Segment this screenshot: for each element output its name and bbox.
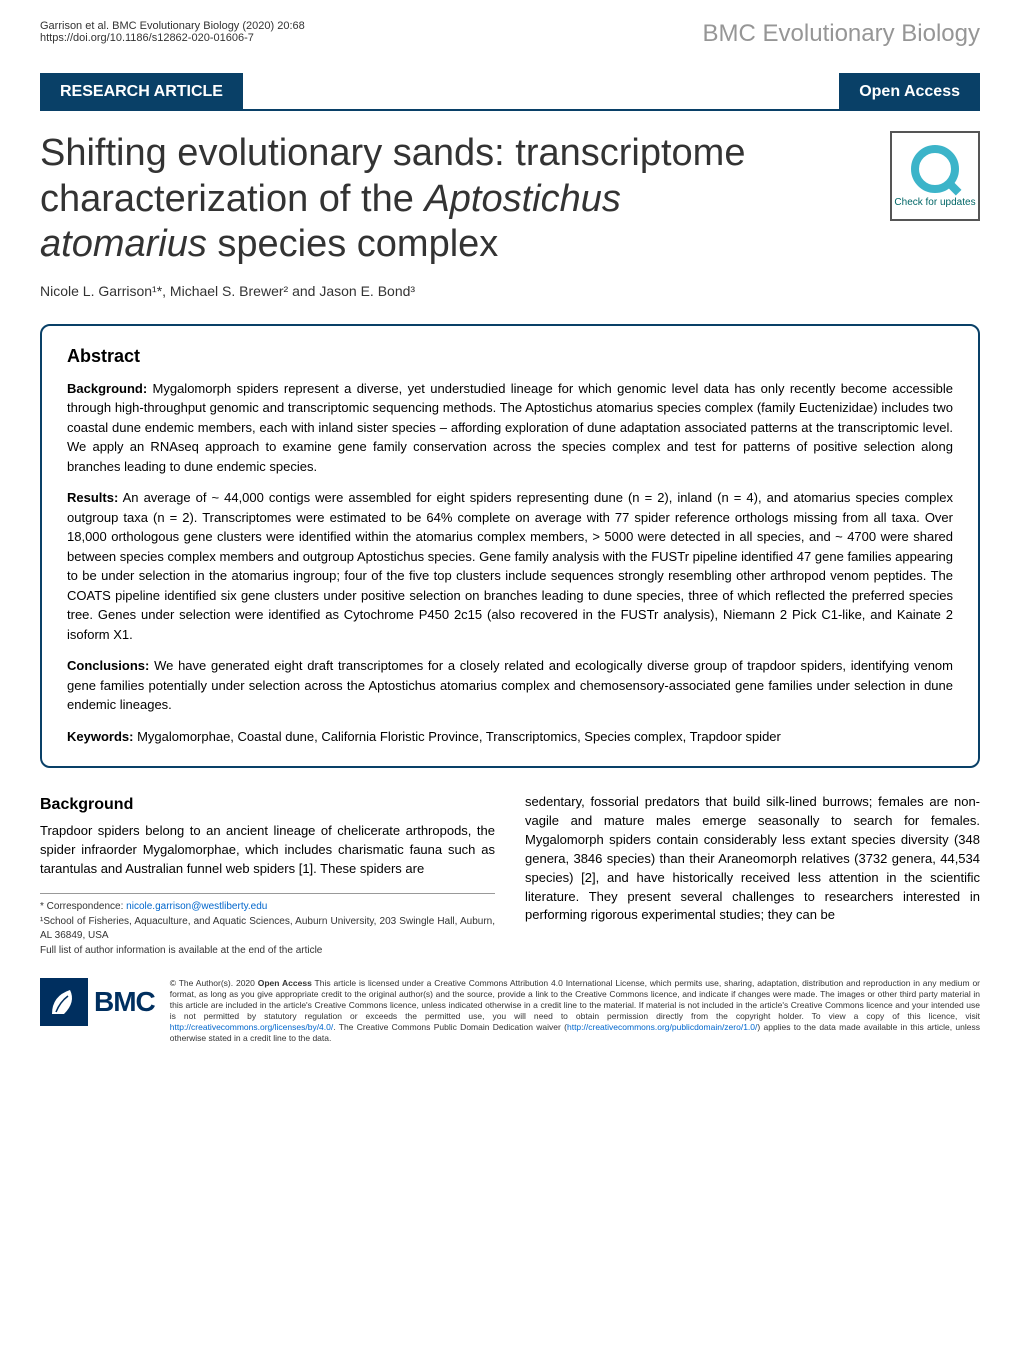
affiliation-1: ¹School of Fisheries, Aquaculture, and A… (40, 915, 495, 944)
col2-text: sedentary, fossorial predators that buil… (525, 794, 980, 922)
citation-line1: Garrison et al. BMC Evolutionary Biology… (40, 20, 305, 32)
license-open-access: Open Access (258, 978, 312, 988)
authors-line: Nicole L. Garrison¹*, Michael S. Brewer²… (0, 278, 1020, 314)
license-text2: . The Creative Commons Public Domain Ded… (333, 1022, 567, 1032)
abstract-background: Background: Mygalomorph spiders represen… (67, 379, 953, 477)
title-area: Shifting evolutionary sands: transcripto… (0, 111, 1020, 278)
journal-name: BMC Evolutionary Biology (703, 20, 980, 48)
check-updates-label: Check for updates (894, 197, 975, 208)
footer-info: * Correspondence: nicole.garrison@westli… (40, 900, 495, 958)
abstract-results-text: An average of ~ 44,000 contigs were asse… (67, 490, 953, 642)
license-link2[interactable]: http://creativecommons.org/publicdomain/… (567, 1022, 757, 1032)
affiliation-2: Full list of author information is avail… (40, 944, 495, 959)
citation-block: Garrison et al. BMC Evolutionary Biology… (40, 20, 305, 48)
abstract-background-text: Mygalomorph spiders represent a diverse,… (67, 381, 953, 474)
article-title: Shifting evolutionary sands: transcripto… (40, 131, 870, 268)
title-line2-italic: Aptostichus (424, 178, 620, 220)
title-line3-post: species complex (207, 223, 498, 265)
col-left: Background Trapdoor spiders belong to an… (40, 793, 495, 958)
correspondence-email[interactable]: nicole.garrison@westliberty.edu (126, 901, 267, 912)
header-top: Garrison et al. BMC Evolutionary Biology… (0, 0, 1020, 58)
background-heading: Background (40, 793, 495, 816)
license-link1[interactable]: http://creativecommons.org/licenses/by/4… (170, 1022, 333, 1032)
title-banner: RESEARCH ARTICLE Open Access (40, 73, 980, 111)
col-right: sedentary, fossorial predators that buil… (525, 793, 980, 958)
title-line2-pre: characterization of the (40, 178, 424, 220)
banner-spacer (243, 73, 839, 111)
keywords-label: Keywords: (67, 729, 133, 744)
abstract-results-label: Results: (67, 490, 118, 505)
keywords-text: Mygalomorphae, Coastal dune, California … (133, 729, 780, 744)
title-line1: Shifting evolutionary sands: transcripto… (40, 132, 745, 174)
abstract-conclusions-text: We have generated eight draft transcript… (67, 658, 953, 712)
bmc-leaf-icon (46, 984, 82, 1020)
check-updates-badge[interactable]: Check for updates (890, 131, 980, 221)
abstract-conclusions: Conclusions: We have generated eight dra… (67, 656, 953, 715)
abstract-background-label: Background: (67, 381, 147, 396)
correspondence-label: * Correspondence: (40, 901, 126, 912)
doi-url[interactable]: https://doi.org/10.1186/s12862-020-01606… (40, 32, 305, 44)
magnifier-icon (911, 145, 959, 193)
bmc-logo-square (40, 978, 88, 1026)
title-line3-italic: atomarius (40, 223, 207, 265)
col1-text: Trapdoor spiders belong to an ancient li… (40, 823, 495, 876)
abstract-results: Results: An average of ~ 44,000 contigs … (67, 488, 953, 644)
open-access-label: Open Access (839, 73, 980, 111)
article-type-label: RESEARCH ARTICLE (40, 73, 243, 111)
abstract-heading: Abstract (67, 346, 953, 367)
license-text: © The Author(s). 2020 Open Access This a… (170, 978, 980, 1044)
abstract-box: Abstract Background: Mygalomorph spiders… (40, 324, 980, 769)
keywords: Keywords: Mygalomorphae, Coastal dune, C… (67, 727, 953, 747)
abstract-conclusions-label: Conclusions: (67, 658, 149, 673)
body-two-col: Background Trapdoor spiders belong to an… (0, 778, 1020, 968)
license-row: BMC © The Author(s). 2020 Open Access Th… (0, 968, 1020, 1064)
bmc-logo: BMC (40, 978, 155, 1026)
bmc-text: BMC (94, 986, 155, 1018)
license-copyright: © The Author(s). 2020 (170, 978, 258, 988)
correspondence-line: * Correspondence: nicole.garrison@westli… (40, 900, 495, 915)
